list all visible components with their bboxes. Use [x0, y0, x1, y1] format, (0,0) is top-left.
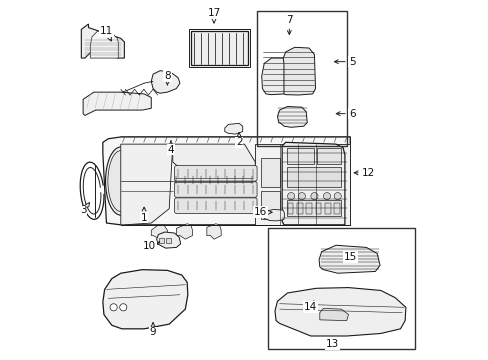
- Text: 17: 17: [207, 8, 220, 23]
- Text: 7: 7: [285, 15, 292, 35]
- Text: 14: 14: [304, 301, 317, 312]
- Polygon shape: [261, 58, 289, 95]
- Polygon shape: [206, 224, 221, 239]
- FancyBboxPatch shape: [174, 182, 257, 197]
- Text: 3: 3: [80, 203, 89, 216]
- Text: 4: 4: [167, 141, 174, 154]
- Polygon shape: [151, 71, 180, 93]
- Bar: [315, 203, 321, 214]
- Polygon shape: [319, 309, 348, 320]
- Bar: [296, 203, 302, 214]
- Bar: [159, 238, 164, 243]
- Text: 2: 2: [235, 133, 242, 147]
- Polygon shape: [121, 137, 349, 146]
- Bar: [324, 203, 330, 214]
- Bar: [333, 203, 339, 214]
- Bar: [260, 191, 280, 220]
- Polygon shape: [121, 144, 172, 225]
- Polygon shape: [274, 288, 405, 336]
- Circle shape: [310, 193, 317, 200]
- Polygon shape: [283, 47, 315, 95]
- Polygon shape: [156, 232, 180, 248]
- Bar: [316, 148, 341, 164]
- Polygon shape: [151, 225, 167, 239]
- Polygon shape: [277, 107, 306, 127]
- Bar: [267, 228, 414, 348]
- Bar: [190, 31, 247, 65]
- Polygon shape: [81, 24, 124, 58]
- Polygon shape: [90, 31, 118, 58]
- Circle shape: [120, 304, 126, 311]
- Bar: [286, 167, 341, 187]
- Bar: [286, 148, 313, 164]
- Text: 11: 11: [100, 26, 113, 41]
- FancyBboxPatch shape: [174, 198, 257, 213]
- Text: 10: 10: [142, 241, 159, 251]
- Bar: [287, 203, 293, 214]
- Polygon shape: [102, 137, 349, 225]
- Polygon shape: [255, 144, 349, 225]
- FancyBboxPatch shape: [174, 166, 257, 181]
- Circle shape: [110, 304, 117, 311]
- Text: 5: 5: [334, 57, 355, 67]
- Polygon shape: [172, 144, 255, 180]
- Text: 1: 1: [141, 207, 147, 222]
- Bar: [260, 158, 280, 187]
- Polygon shape: [176, 224, 192, 239]
- Text: 8: 8: [164, 71, 170, 85]
- Text: 6: 6: [336, 109, 355, 119]
- Polygon shape: [83, 92, 151, 116]
- Circle shape: [298, 193, 305, 200]
- Polygon shape: [282, 142, 344, 225]
- Bar: [257, 12, 346, 146]
- Circle shape: [287, 193, 294, 200]
- Text: 9: 9: [149, 323, 156, 337]
- Text: 12: 12: [353, 168, 374, 178]
- Ellipse shape: [108, 150, 133, 212]
- Polygon shape: [263, 210, 284, 221]
- Text: 13: 13: [325, 339, 338, 349]
- Text: 15: 15: [343, 252, 356, 262]
- Bar: [188, 30, 249, 67]
- Bar: [165, 238, 170, 243]
- Ellipse shape: [105, 147, 136, 215]
- Circle shape: [333, 193, 341, 200]
- Circle shape: [323, 193, 330, 200]
- Polygon shape: [102, 270, 187, 329]
- Bar: [286, 200, 341, 216]
- Bar: [305, 203, 311, 214]
- Polygon shape: [224, 123, 242, 134]
- Text: 16: 16: [253, 207, 271, 217]
- Polygon shape: [319, 245, 379, 273]
